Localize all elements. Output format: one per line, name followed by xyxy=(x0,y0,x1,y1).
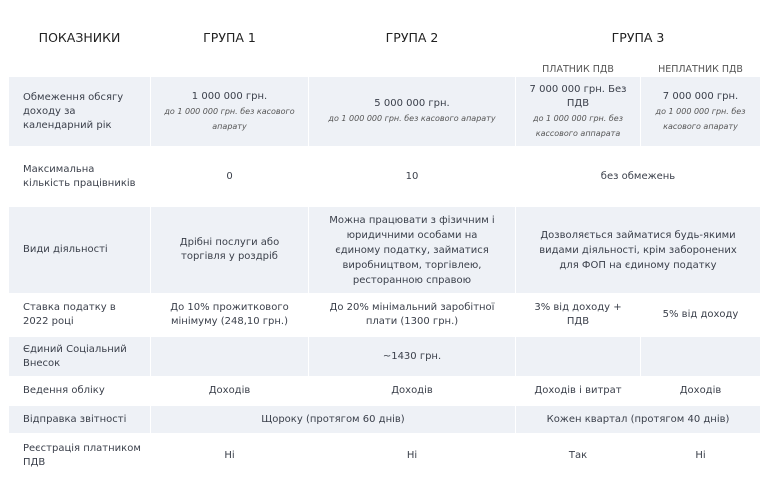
cell: 1 000 000 грн. до 1 000 000 грн. без касо… xyxy=(150,76,309,147)
table-row: Ставка податку в 2022 році До 10% прожит… xyxy=(8,293,761,337)
cell: 7 000 000 грн. Без ПДВ до 1 000 000 грн. … xyxy=(515,76,641,147)
row-label: Єдиний Соціальний Внесок xyxy=(8,336,151,377)
row-label: Ставка податку в 2022 році xyxy=(8,293,151,337)
row-label: Максимальна кількість працівників xyxy=(8,146,151,207)
cell: Доходів xyxy=(640,376,761,406)
cell: Доходів xyxy=(308,376,516,406)
cell: 5 000 000 грн. до 1 000 000 грн. без касо… xyxy=(308,76,516,147)
cell xyxy=(150,336,309,377)
header-indicators: ПОКАЗНИКИ xyxy=(8,22,151,62)
row-label: Ведення обліку xyxy=(8,376,151,406)
note: до 1 000 000 грн. без касового апарату xyxy=(328,114,496,123)
cell: Щороку (протягом 60 днів) xyxy=(150,405,516,434)
row-label: Види діяльності xyxy=(8,206,151,294)
cell: До 10% прожиткового мінімуму (248,10 грн… xyxy=(150,293,309,337)
header-group1: ГРУПА 1 xyxy=(150,22,309,62)
table-row: Відправка звітності Щороку (протягом 60 … xyxy=(8,405,761,434)
cell: 3% від доходу + ПДВ xyxy=(515,293,641,337)
row-label: Реєстрація платником ПДВ xyxy=(8,433,151,479)
header-group3: ГРУПА 3 xyxy=(515,22,761,62)
note: до 1 000 000 грн. без кассового аппарата xyxy=(533,113,623,138)
value: 5 000 000 грн. xyxy=(374,98,450,109)
table-row: Реєстрація платником ПДВ Ні Ні Так Ні xyxy=(8,433,761,479)
value: 7 000 000 грн. Без ПДВ xyxy=(529,83,627,109)
cell: Можна працювати з фізичним і юридичними … xyxy=(308,206,516,294)
cell: До 20% мінімальний заробітної плати (130… xyxy=(308,293,516,337)
cell: 5% від доходу xyxy=(640,293,761,337)
cell: Доходів і витрат xyxy=(515,376,641,406)
subheader-non-vat-payer: НЕПЛАТНИК ПДВ xyxy=(640,61,761,77)
note: до 1 000 000 грн. без касового апарату xyxy=(655,106,746,131)
cell: Кожен квартал (протягом 40 днів) xyxy=(515,405,761,434)
table-row: Обмеження обсягу доходу за календарний р… xyxy=(8,76,761,147)
cell: Дозволяється займатися будь-якими видами… xyxy=(515,206,761,294)
cell: Ні xyxy=(150,433,309,479)
cell: Так xyxy=(515,433,641,479)
value: 1 000 000 грн. xyxy=(191,90,268,102)
table-row: Ведення обліку Доходів Доходів Доходів і… xyxy=(8,376,761,406)
cell: ~1430 грн. xyxy=(308,336,516,377)
value: 7 000 000 грн. xyxy=(662,90,739,102)
subheader-row: ПЛАТНИК ПДВ НЕПЛАТНИК ПДВ xyxy=(8,61,761,77)
table-row: Максимальна кількість працівників 0 10 б… xyxy=(8,146,761,207)
cell: 10 xyxy=(308,146,516,207)
cell: без обмежень xyxy=(515,146,761,207)
table-row: Види діяльності Дрібні послуги або торгі… xyxy=(8,206,761,294)
row-label: Відправка звітності xyxy=(8,405,151,434)
table-row: Єдиний Соціальний Внесок ~1430 грн. xyxy=(8,336,761,377)
cell: 0 xyxy=(150,146,309,207)
header-group2: ГРУПА 2 xyxy=(308,22,516,62)
cell: Доходів xyxy=(150,376,309,406)
cell: 7 000 000 грн. до 1 000 000 грн. без касо… xyxy=(640,76,761,147)
cell: Дрібні послуги або торгівля у роздріб xyxy=(150,206,309,294)
subheader-vat-payer: ПЛАТНИК ПДВ xyxy=(515,61,641,77)
cell xyxy=(640,336,761,377)
header-row: ПОКАЗНИКИ ГРУПА 1 ГРУПА 2 ГРУПА 3 xyxy=(8,22,761,62)
cell: Ні xyxy=(640,433,761,479)
row-label: Обмеження обсягу доходу за календарний р… xyxy=(8,76,151,147)
cell: Ні xyxy=(308,433,516,479)
cell xyxy=(515,336,641,377)
comparison-table: ПОКАЗНИКИ ГРУПА 1 ГРУПА 2 ГРУПА 3 ПЛАТНИ… xyxy=(8,22,761,479)
note: до 1 000 000 грн. без касового апарату xyxy=(164,106,295,131)
